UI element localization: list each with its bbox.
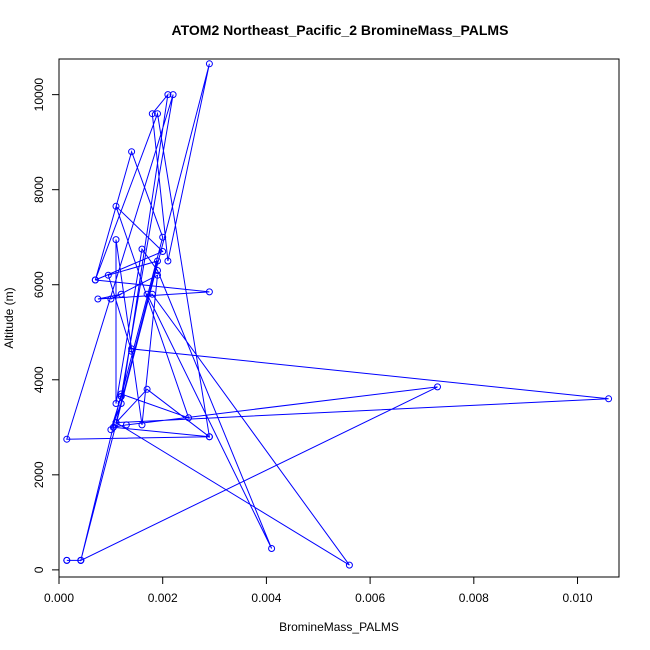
x-tick-label: 0.002 <box>148 591 178 605</box>
data-point <box>159 248 167 255</box>
data-point <box>164 91 172 99</box>
data-point <box>117 390 125 398</box>
data-point <box>148 110 156 118</box>
series-line <box>66 63 609 566</box>
data-point <box>154 267 161 274</box>
x-tick-label: 0.006 <box>355 591 385 605</box>
data-point <box>63 435 71 443</box>
data-point <box>128 345 136 353</box>
x-tick-label: 0.004 <box>251 591 281 605</box>
y-tick-label: 10000 <box>32 78 46 112</box>
data-point <box>154 110 161 118</box>
data-point <box>268 545 276 552</box>
y-tick-label: 8000 <box>32 176 46 203</box>
data-point <box>117 290 125 298</box>
data-point <box>205 60 213 68</box>
data-point <box>128 347 136 355</box>
y-axis: 0 2000 4000 6000 8000 10000 <box>32 78 60 573</box>
y-tick-label: 6000 <box>32 271 46 298</box>
data-point <box>205 433 213 441</box>
x-tick-label: 0.010 <box>563 591 593 605</box>
data-point <box>94 295 102 303</box>
x-axis-label: BromineMass_PALMS <box>279 620 399 634</box>
data-point <box>345 561 353 569</box>
data-point <box>164 257 172 265</box>
data-point <box>205 288 213 296</box>
data-point <box>154 257 161 265</box>
data-point <box>154 271 161 279</box>
data-point <box>148 290 156 298</box>
x-axis: 0.000 0.002 0.004 0.006 0.008 0.010 <box>44 576 593 605</box>
y-tick-label: 2000 <box>32 461 46 488</box>
data-point <box>185 414 193 422</box>
data-point <box>117 400 125 407</box>
data-point <box>605 395 613 403</box>
y-tick-label: 4000 <box>32 366 46 393</box>
data-point <box>143 290 151 298</box>
data-point <box>104 271 112 279</box>
data-point <box>112 236 120 244</box>
data-point <box>128 148 136 156</box>
data-point <box>112 202 120 210</box>
chart-title: ATOM2 Northeast_Pacific_2 BromineMass_PA… <box>172 22 509 38</box>
data-point <box>112 400 120 407</box>
data-point <box>77 556 85 564</box>
data-point <box>122 421 130 429</box>
data-point <box>159 233 167 241</box>
series-layer <box>63 60 613 569</box>
data-point <box>63 556 71 564</box>
data-point <box>107 295 115 303</box>
data-point <box>143 385 151 393</box>
data-point <box>434 383 441 391</box>
data-point <box>138 245 146 253</box>
x-tick-label: 0.008 <box>459 591 489 605</box>
data-point <box>138 421 146 429</box>
data-point <box>169 91 177 99</box>
data-point <box>117 392 125 400</box>
y-tick-label: 0 <box>32 566 46 573</box>
y-axis-label: Altitude (m) <box>2 287 16 348</box>
data-point <box>91 276 99 284</box>
x-tick-label: 0.000 <box>44 591 74 605</box>
data-point <box>109 423 117 431</box>
